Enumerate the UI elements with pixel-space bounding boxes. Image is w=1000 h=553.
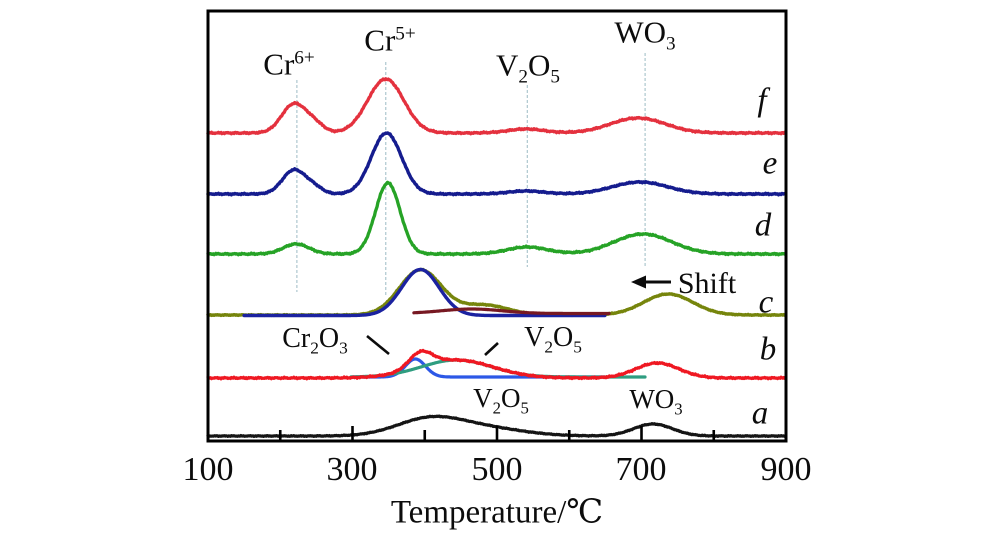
curve-b <box>206 348 788 381</box>
curve-d <box>206 180 788 257</box>
curve-label-b: b <box>759 331 777 368</box>
peak-label-v2o5: V2O5 <box>496 47 560 88</box>
annotation-wo3-a: WO3 <box>629 383 683 419</box>
x-tick-500: 500 <box>471 451 523 488</box>
v2o5-leader-line <box>484 342 499 356</box>
shift-arrow-icon <box>631 275 671 289</box>
x-axis-title: Temperature/℃ <box>390 494 604 531</box>
x-tick-100: 100 <box>182 451 234 488</box>
curve-f <box>206 77 788 136</box>
cr2o3-leader-line <box>366 334 390 356</box>
peak-label-wo3: WO3 <box>614 14 676 55</box>
annotation-cr2o3: Cr2O3 <box>282 323 348 358</box>
annotation-v2o5-a: V2O5 <box>473 382 529 418</box>
peak-label-cr5: Cr5+ <box>364 22 416 58</box>
x-tick-900: 900 <box>760 451 812 488</box>
shift-annotation: Shift <box>677 267 737 300</box>
curve-label-f: f <box>757 82 767 119</box>
peak-label-cr6: Cr6+ <box>263 46 315 82</box>
curve-c-deconv-darkred <box>412 307 611 316</box>
annotation-v2o5-b: V2O5 <box>524 322 582 357</box>
curves-group <box>206 77 788 439</box>
curve-label-c: c <box>758 284 774 321</box>
reference-gridlines <box>296 53 646 296</box>
x-tick-700: 700 <box>615 451 667 488</box>
curve-label-a: a <box>751 395 769 432</box>
curve-e <box>206 131 788 197</box>
axis-ticks <box>206 426 788 441</box>
x-tick-300: 300 <box>326 451 378 488</box>
curve-c-deconv-blue <box>242 267 607 318</box>
curve-label-d: d <box>754 207 772 244</box>
curve-label-e: e <box>762 145 778 182</box>
